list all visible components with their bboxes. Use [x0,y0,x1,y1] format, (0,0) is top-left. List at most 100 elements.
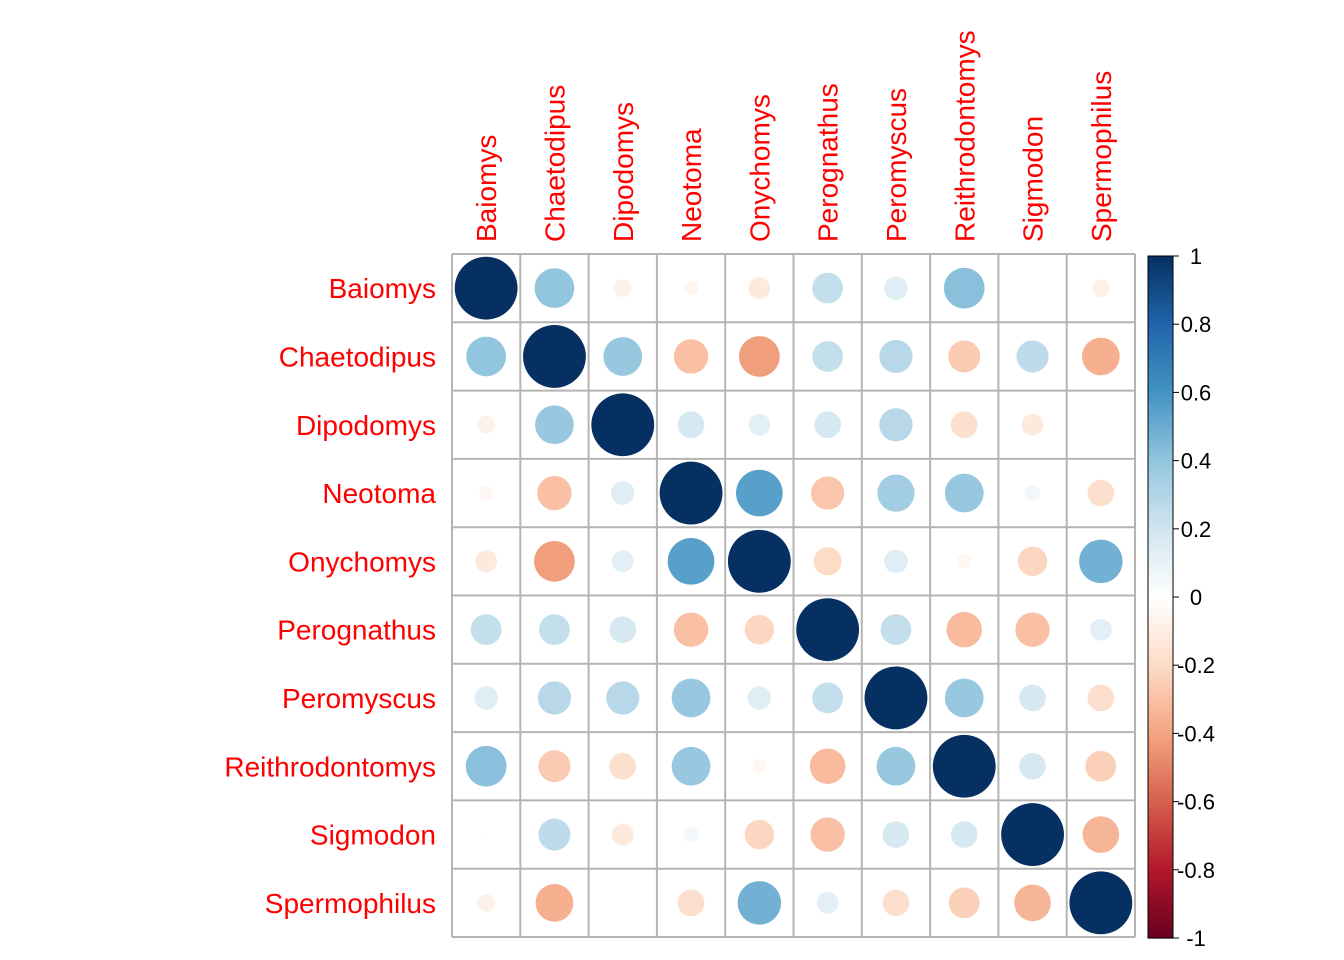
correlation-circle [1016,340,1049,373]
colorbar-segment [1148,382,1173,387]
colorbar-segment [1148,498,1173,503]
column-label: Onychomys [744,94,775,242]
correlation-circle [932,734,996,798]
correlation-circle [610,481,635,505]
correlation-circle [534,540,575,582]
row-label: Perognathus [277,615,436,646]
colorbar-segment [1148,784,1173,789]
colorbar-segment [1148,924,1173,929]
correlation-circle [470,614,502,646]
colorbar-segment [1148,822,1173,827]
colorbar-segment [1148,760,1173,765]
colorbar-segment [1148,378,1173,383]
colorbar-segment [1148,648,1173,653]
correlation-circle [727,529,791,593]
colorbar-segment [1148,658,1173,663]
colorbar-segment [1148,573,1173,578]
correlation-circle [534,268,575,309]
colorbar-segment [1148,791,1173,796]
colorbar-segment [1148,412,1173,417]
colorbar-segment [1148,801,1173,806]
colorbar-segment [1148,825,1173,830]
colorbar-segment [1148,614,1173,619]
colorbar-segment [1148,805,1173,810]
correlation-circle [474,686,498,710]
colorbar-segment [1148,467,1173,472]
correlation-circle [884,549,908,574]
column-label: Sigmodon [1018,116,1049,242]
column-label: Chaetodipus [539,85,570,242]
colorbar-segment [1148,869,1173,874]
colorbar-segment [1148,279,1173,284]
colorbar-segment [1148,504,1173,509]
colorbar-segment [1148,914,1173,919]
colorbar-segment [1148,436,1173,441]
colorbar-segment [1148,266,1173,271]
correlation-circle [948,340,981,373]
correlation-circle [880,614,912,646]
colorbar-segment [1148,757,1173,762]
column-label: Reithrodontomys [949,30,980,242]
correlation-circle [684,281,699,296]
correlation-circle [812,682,844,714]
correlation-circle [454,256,518,320]
correlation-circle [591,393,655,457]
colorbar-segment [1148,457,1173,462]
correlation-circle [1029,285,1036,292]
colorbar-segment [1148,303,1173,308]
correlation-circle [1081,337,1120,376]
correlation-circle [948,887,980,919]
correlation-circle [539,614,570,646]
colorbar-segment [1148,395,1173,400]
correlation-circle [748,277,771,300]
correlation-circle [816,891,839,914]
colorbar-segment [1148,273,1173,278]
column-label: Perognathus [813,83,844,242]
colorbar-segment [1148,729,1173,734]
colorbar-segment [1148,617,1173,622]
colorbar-segment [1148,862,1173,867]
correlation-circle [809,748,846,785]
correlation-circle [884,276,908,300]
colorbar-segment [1148,787,1173,792]
correlation-circle [1019,752,1046,780]
row-label: Onychomys [288,546,436,577]
correlation-circle [738,336,780,377]
colorbar-segment [1148,515,1173,520]
colorbar-segment [1148,545,1173,550]
correlation-circle [876,746,916,786]
colorbar-tick-label: 0.4 [1181,449,1212,474]
colorbar-segment [1148,920,1173,925]
row-labels: Baiomys Chaetodipus Dipodomys Neotoma Onycho… [224,273,436,919]
colorbar-segment [1148,440,1173,445]
correlation-circle [1082,816,1120,853]
column-label: Neotoma [676,128,707,242]
colorbar-segment [1148,481,1173,486]
correlation-circle [535,883,574,922]
colorbar-segment [1148,532,1173,537]
colorbar-segment [1148,375,1173,380]
color-legend: 1 0.8 0.6 0.4 0.2 0 -0.2 -0.4 -0.6 -0.8 -1 [1147,244,1215,951]
correlation-circle [1089,618,1112,641]
correlation-circle [877,474,915,512]
colorbar-segment [1148,767,1173,772]
colorbar-segment [1148,368,1173,373]
row-label: Dipodomys [296,410,436,441]
colorbar-tick-label: 1 [1190,244,1202,269]
colorbar-segment [1148,852,1173,857]
colorbar-segment [1148,419,1173,424]
colorbar-segment [1148,484,1173,489]
colorbar-segment [1148,736,1173,741]
colorbar-segment [1148,348,1173,353]
correlation-circle [683,826,699,843]
colorbar-segment [1148,699,1173,704]
colorbar-segment [1148,539,1173,544]
colorbar-segment [1148,770,1173,775]
colorbar-segment [1148,665,1173,670]
colorbar-segment [1148,569,1173,574]
colorbar-segment [1148,361,1173,366]
colorbar-segment [1148,586,1173,591]
colorbar-segment [1148,637,1173,642]
colorbar-segment [1148,706,1173,711]
colorbar-segment [1148,556,1173,561]
